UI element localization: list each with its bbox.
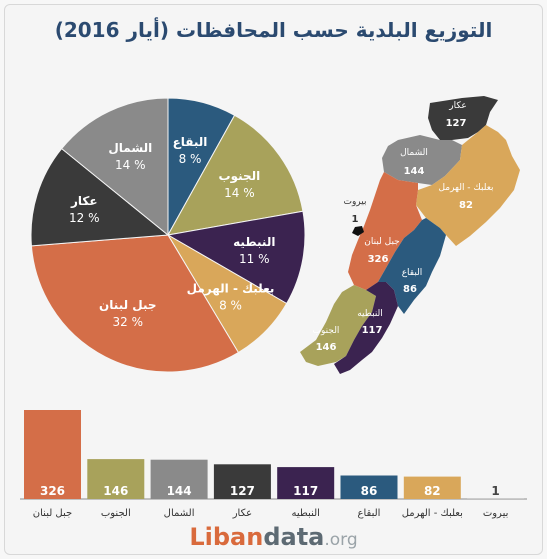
- map-region-value: 1: [352, 214, 359, 225]
- pie-slice-name: الشمال: [108, 141, 152, 155]
- bar-category-label: بعلبك - الهرمل: [402, 508, 463, 519]
- map-region-name: جبل لبنان: [364, 237, 399, 247]
- pie-slice-percent: 14 %: [224, 186, 255, 200]
- bar-value-label: 86: [361, 484, 378, 498]
- bar-category-label: البقاع: [358, 508, 381, 519]
- logo-part-data: data: [263, 523, 325, 551]
- map-region-baalbek: [416, 125, 520, 246]
- bar-category-label: النبطيه: [291, 508, 319, 519]
- bar: [24, 410, 81, 499]
- logo-part-liban: Liban: [189, 523, 264, 551]
- bar: [213, 464, 271, 499]
- map-region-akkar: [428, 96, 498, 140]
- pie-slice-name: النبطيه: [233, 235, 275, 249]
- map-region-nabatieh: [334, 282, 398, 374]
- pie-slice-percent: 8 %: [179, 152, 202, 166]
- map-region-value: 82: [459, 200, 473, 211]
- pie-slice: [30, 234, 240, 373]
- map-region-name: الجنوب: [313, 326, 340, 336]
- map-region-name: الشمال: [400, 148, 428, 158]
- bar: [467, 498, 525, 499]
- bar-value-label: 117: [293, 484, 318, 498]
- pie-slice: [166, 210, 306, 305]
- bar-category-label: عكار: [232, 508, 252, 519]
- map-region-name: بعلبك - الهرمل: [438, 183, 493, 193]
- map-region-beirut: [352, 226, 364, 236]
- map-region-north: [382, 135, 462, 185]
- map-region-mount-lebanon: [348, 172, 422, 290]
- map-region-value: 127: [446, 118, 467, 129]
- pie-slice-percent: 8 %: [219, 299, 242, 313]
- bar: [403, 476, 461, 499]
- bar-value-label: 146: [103, 484, 128, 498]
- map-region-value: 144: [404, 166, 425, 177]
- pie-slice: [30, 147, 170, 247]
- pie-slice-name: البقاع: [173, 135, 208, 149]
- bar-value-label: 326: [40, 484, 65, 498]
- bar: [340, 475, 398, 499]
- pie-slice: [167, 114, 304, 236]
- map-region-name: بيروت: [343, 197, 366, 207]
- pie-chart: البقاع 8 % الجنوب 14 % النبطيه 11 % بعلبك - ال…: [30, 97, 306, 373]
- lebanon-map: عكار 127 الشمال 144 بعلبك - الهرمل 82 بيروت 1 جب…: [300, 96, 520, 374]
- bar-category-label: الشمال: [164, 508, 195, 519]
- pie-slice-percent: 11 %: [239, 252, 270, 266]
- bar: [150, 459, 208, 499]
- pie-slice: [60, 97, 169, 237]
- map-region-value: 146: [316, 342, 337, 353]
- logo-part-org: .org: [324, 530, 358, 550]
- bar-category-label: بيروت: [483, 508, 509, 519]
- pie-slice-name: بعلبك - الهرمل: [187, 282, 275, 296]
- pie-slice-percent: 32 %: [113, 315, 144, 329]
- pie-slice-name: عكار: [70, 194, 98, 208]
- bar: [87, 459, 145, 499]
- bar-value-label: 144: [167, 484, 192, 498]
- map-region-name: النبطيه: [357, 309, 383, 319]
- bar-category-label: الجنوب: [101, 508, 131, 519]
- bar-value-label: 82: [424, 484, 441, 498]
- map-region-bekaa: [378, 218, 446, 314]
- map-region-value: 86: [403, 284, 417, 295]
- map-region-value: 117: [362, 325, 383, 336]
- map-region-south: [300, 285, 376, 366]
- pie-slice-percent: 12 %: [69, 211, 100, 225]
- bar-category-label: جبل لبنان: [33, 508, 72, 519]
- map-region-name: البقاع: [402, 268, 423, 278]
- logo: Libandata.org: [0, 523, 547, 551]
- pie-slice-name: الجنوب: [219, 169, 261, 184]
- page-title: التوزيع البلدية حسب المحافظات (أيار 2016…: [54, 18, 493, 42]
- map-region-name: عكار: [448, 101, 466, 111]
- bar: [277, 467, 335, 499]
- bar-value-label: 1: [491, 484, 499, 498]
- pie-slice-percent: 14 %: [115, 158, 146, 172]
- bar-value-label: 127: [230, 484, 255, 498]
- map-region-value: 326: [368, 254, 389, 265]
- pie-slice-name: جبل لبنان: [99, 298, 157, 312]
